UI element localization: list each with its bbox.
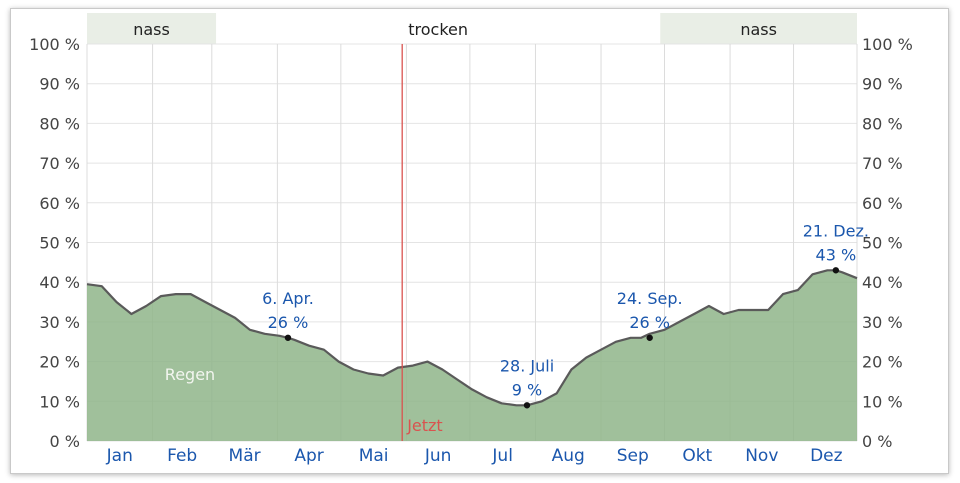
y-tick-left: 60 % [39, 194, 80, 213]
annotations: 6. Apr. 26 % 28. Juli 9 % 24. Sep. 26 % 21. De… [262, 221, 869, 409]
rain-area [87, 270, 857, 441]
x-axis: Jan Feb Mär Apr Mai Jun Jul Aug Sep Okt Nov Dez [106, 446, 843, 466]
annotation-value: 26 % [268, 313, 309, 332]
y-tick-left: 40 % [39, 273, 80, 292]
month-label: Apr [294, 446, 323, 466]
y-tick-left: 0 % [50, 432, 80, 451]
season-label: nass [133, 20, 170, 39]
y-tick-right: 70 % [862, 154, 903, 173]
month-label: Aug [552, 446, 585, 466]
month-label: Nov [745, 446, 778, 466]
y-tick-left: 90 % [39, 75, 80, 94]
annotation-value: 43 % [816, 245, 857, 264]
season-band-1: trocken [408, 20, 468, 39]
season-label: trocken [408, 20, 468, 39]
annotation-date: 24. Sep. [617, 289, 683, 308]
month-label: Okt [682, 446, 712, 466]
today-label: Jetzt [406, 416, 443, 435]
annotation: 21. Dez. 43 % [803, 221, 869, 274]
annotation: 28. Juli 9 % [500, 356, 554, 409]
month-label: Mai [359, 446, 389, 466]
annotation-point [646, 334, 653, 341]
series-label-regen: Regen [165, 365, 215, 384]
y-tick-right: 30 % [862, 313, 903, 332]
season-band-0: nass [87, 13, 217, 44]
y-tick-right: 80 % [862, 114, 903, 133]
y-tick-left: 30 % [39, 313, 80, 332]
y-tick-left: 70 % [39, 154, 80, 173]
month-label: Mär [229, 446, 261, 466]
annotation-point [832, 267, 840, 274]
y-tick-left: 100 % [29, 35, 80, 54]
y-tick-right: 50 % [862, 234, 903, 253]
month-label: Jun [424, 446, 452, 466]
y-tick-right: 60 % [862, 194, 903, 213]
annotation-point [284, 334, 292, 341]
annotation-point [523, 402, 531, 409]
y-axis-right: 0 % 10 % 20 % 30 % 40 % 50 % 60 % 70 % 80 % 90 % 1… [862, 35, 913, 451]
y-tick-right: 90 % [862, 75, 903, 94]
y-axis-left: 0 % 10 % 20 % 30 % 40 % 50 % 60 % 70 % 80 % 90 % 1… [29, 35, 80, 451]
month-label: Feb [167, 446, 197, 466]
y-tick-right: 40 % [862, 273, 903, 292]
annotation-date: 28. Juli [500, 356, 554, 375]
month-label: Jul [491, 446, 513, 466]
y-tick-right: 10 % [862, 392, 903, 411]
season-label: nass [740, 20, 777, 39]
annotation-value: 26 % [629, 313, 670, 332]
annotation-date: 6. Apr. [262, 289, 314, 308]
today-marker: Jetzt [401, 44, 443, 441]
y-tick-left: 50 % [39, 234, 80, 253]
y-tick-right: 0 % [862, 432, 892, 451]
season-band-2: nass [660, 13, 857, 44]
annotation: 24. Sep. 26 % [617, 289, 683, 341]
y-tick-left: 10 % [39, 392, 80, 411]
y-tick-right: 20 % [862, 353, 903, 372]
rain-line [86, 269, 858, 407]
month-label: Sep [617, 446, 649, 466]
y-tick-right: 100 % [862, 35, 913, 54]
annotation-date: 21. Dez. [803, 221, 869, 240]
y-tick-left: 20 % [39, 353, 80, 372]
month-label: Dez [810, 446, 843, 466]
season-bands: nass trocken nass [87, 13, 857, 44]
annotation: 6. Apr. 26 % [262, 289, 314, 341]
y-tick-left: 80 % [39, 114, 80, 133]
month-label: Jan [106, 446, 133, 466]
annotation-value: 9 % [512, 380, 542, 399]
